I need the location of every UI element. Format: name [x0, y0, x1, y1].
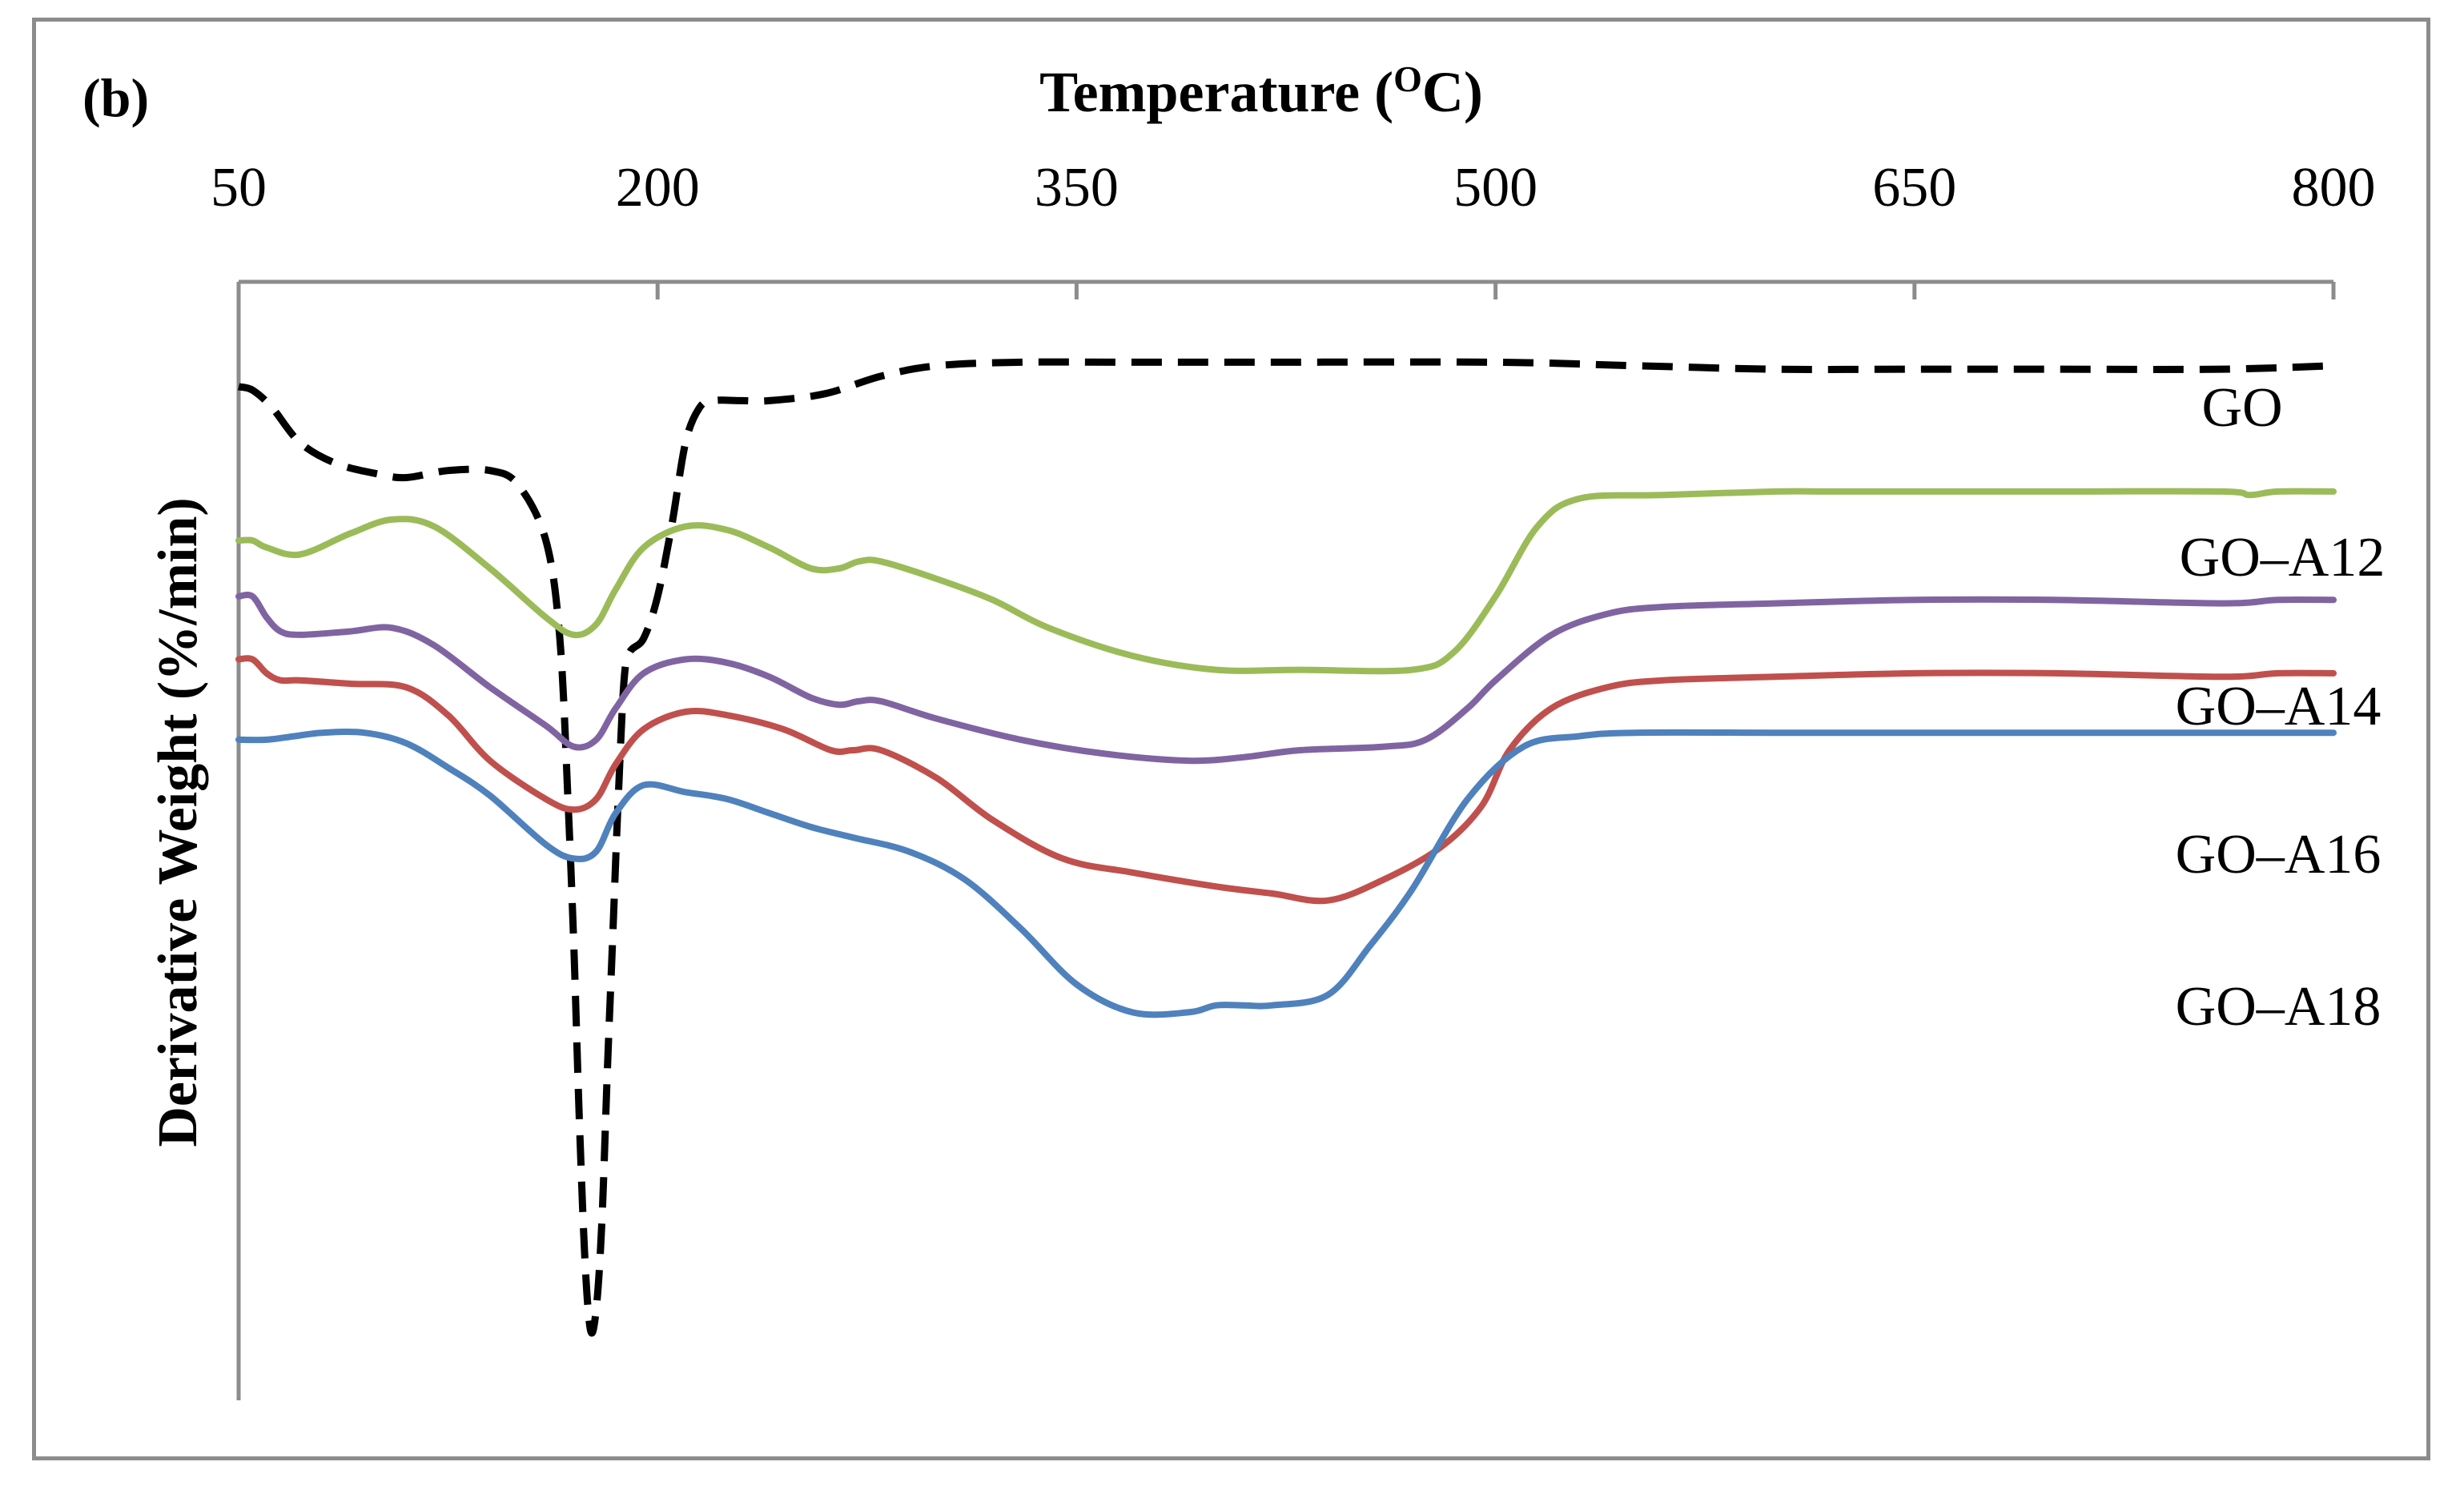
- series-layer: [235, 358, 2337, 1337]
- chart-frame: (b) Temperature (OC) Derivative Weight (…: [32, 18, 2430, 1460]
- panel-label: (b): [82, 67, 149, 128]
- series-label-go-a14: GO–A14: [2176, 676, 2382, 737]
- series-line-go: [237, 358, 2334, 1337]
- x-axis-title: Temperature (OC): [1039, 58, 1483, 125]
- series-line-go-a18: [235, 729, 2337, 1018]
- series-label-go: GO: [2201, 377, 2282, 439]
- series-line-go-a16: [235, 655, 2337, 905]
- axes: 50 200 350 500 650 800: [211, 157, 2376, 1400]
- series-label-go-a12: GO–A12: [2180, 527, 2386, 588]
- x-tick-label: 50: [211, 157, 267, 219]
- series-line-go-a12: [235, 488, 2337, 675]
- series-labels: GO GO–A12 GO–A14 GO–A16 GO–A18: [2176, 377, 2386, 1038]
- x-tick-label: 500: [1453, 157, 1537, 219]
- derivative-weight-chart: (b) Temperature (OC) Derivative Weight (…: [82, 58, 2386, 1400]
- x-tick-label: 650: [1872, 157, 1956, 219]
- x-axis-title-sup: O: [1393, 58, 1422, 99]
- series-line-go-a14: [235, 591, 2337, 765]
- x-tick-label: 800: [2292, 157, 2376, 219]
- x-tick-label: 350: [1035, 157, 1119, 219]
- x-axis-title-tail: C): [1422, 60, 1483, 124]
- y-axis-title: Derivative Weight (%/min): [147, 497, 209, 1147]
- x-tick-label: 200: [616, 157, 700, 219]
- series-label-go-a18: GO–A18: [2176, 976, 2382, 1038]
- x-axis-title-main: Temperature (: [1039, 60, 1393, 124]
- series-label-go-a16: GO–A16: [2176, 824, 2382, 886]
